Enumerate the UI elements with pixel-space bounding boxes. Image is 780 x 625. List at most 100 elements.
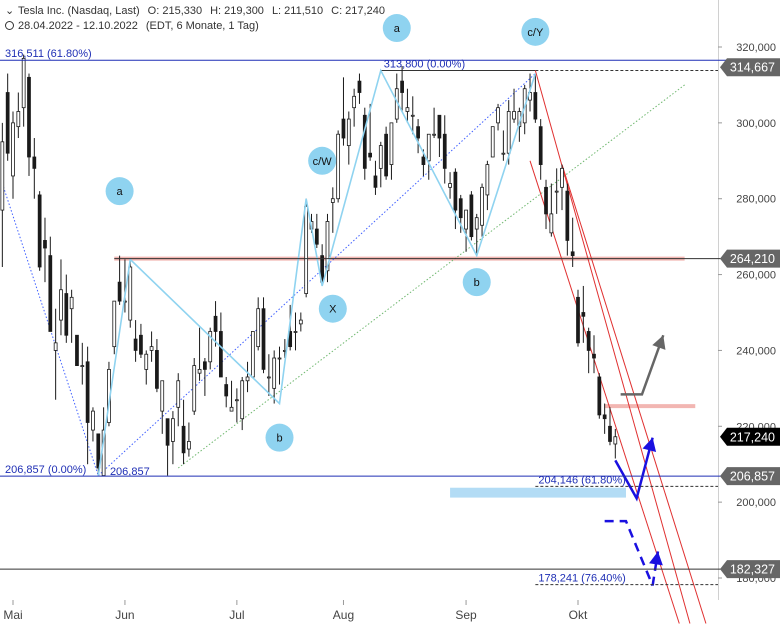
candle-body xyxy=(586,331,591,351)
candle-body xyxy=(538,126,543,165)
candle-body xyxy=(245,376,250,382)
x-tick-label: Sep xyxy=(455,608,477,622)
candle-body xyxy=(490,126,495,158)
candle-body xyxy=(160,380,165,412)
candle-body xyxy=(21,57,26,109)
wave-label-circle xyxy=(318,294,347,323)
x-tick-label: Aug xyxy=(333,608,354,622)
candle-body xyxy=(256,308,261,348)
wave-label-circle xyxy=(265,423,294,452)
x-tick-label: Mai xyxy=(3,608,22,622)
y-tick-label: 260,000 xyxy=(736,270,776,282)
candle-body xyxy=(37,194,42,268)
plot-area: a b c/W Xa b c/Y xyxy=(0,14,718,624)
low-value: L: 211,510 xyxy=(271,5,324,17)
candle-body xyxy=(554,190,559,193)
candle-body xyxy=(389,122,394,165)
scenario-path xyxy=(614,437,654,502)
candle-body xyxy=(448,183,452,188)
trend-line xyxy=(177,84,685,469)
candle-body xyxy=(442,133,447,169)
candle-body xyxy=(357,80,362,93)
candle-body xyxy=(565,190,570,241)
open-value: O: 215,330 xyxy=(147,5,203,17)
candle-body xyxy=(496,107,500,124)
y-tick-label: 300,000 xyxy=(736,118,776,130)
candle-body xyxy=(304,205,309,294)
candle-body xyxy=(27,76,31,158)
wave-label-text: X xyxy=(329,304,337,316)
price-tag-label: 217,240 xyxy=(730,430,775,444)
level-start-label: 206,857 xyxy=(110,466,150,478)
wave-label-circle xyxy=(308,146,337,175)
wave-label-text: a xyxy=(394,23,401,35)
candle-body xyxy=(181,425,186,454)
candle-body xyxy=(480,186,484,226)
level-label: 316,511 (61.80%) xyxy=(5,48,92,60)
trend-line xyxy=(1,183,99,476)
candle-body xyxy=(469,194,474,238)
candle-body xyxy=(544,186,548,215)
candle-body xyxy=(240,380,245,420)
wave-label-text: c/Y xyxy=(527,27,544,39)
candle-body xyxy=(373,175,378,188)
date-range: 28.04.2022 - 12.10.2022 xyxy=(18,20,138,32)
candle-body xyxy=(112,300,117,348)
candle-body xyxy=(533,92,538,120)
candle-body xyxy=(75,334,79,366)
candle-body xyxy=(165,418,170,446)
candle-body xyxy=(85,361,90,423)
chevron-down-icon[interactable]: ⌄ xyxy=(5,5,15,17)
candle-body xyxy=(261,308,266,370)
candle-body xyxy=(602,414,607,420)
candle-body xyxy=(421,156,426,165)
price-tag-label: 182,327 xyxy=(730,563,775,577)
candle-body xyxy=(410,114,415,117)
wave-path xyxy=(97,68,537,476)
wave-label-text: a xyxy=(117,186,124,198)
price-tag-label: 264,210 xyxy=(730,252,775,266)
candle-body xyxy=(576,296,580,344)
candle-body xyxy=(464,209,468,230)
y-tick-label: 200,000 xyxy=(736,497,776,509)
candle-body xyxy=(64,293,69,336)
candle-body xyxy=(416,126,420,139)
candle-body xyxy=(250,331,255,378)
wave-label-circle xyxy=(382,14,411,43)
price-tag-label: 314,667 xyxy=(730,61,775,75)
x-tick-label: Okt xyxy=(569,608,588,622)
wave-label-circle xyxy=(462,268,491,297)
date-row: 28.04.2022 - 12.10.2022 (EDT, 6 Monate, 1… xyxy=(5,20,267,32)
target-zone xyxy=(450,487,626,498)
candle-body xyxy=(506,111,511,154)
candle-body xyxy=(570,251,575,257)
candle-body xyxy=(474,217,479,230)
candle-body xyxy=(213,315,218,332)
candle-body xyxy=(16,111,21,128)
candle-body xyxy=(272,357,277,389)
candle-body xyxy=(485,164,490,196)
scenario-path xyxy=(620,334,665,396)
candle-body xyxy=(53,342,58,351)
candle-body xyxy=(266,376,271,379)
candle-body xyxy=(549,213,554,234)
price-tag xyxy=(720,58,780,77)
candle-body xyxy=(352,95,356,109)
candle-body xyxy=(592,353,596,359)
candle-body xyxy=(117,281,122,302)
channel-line xyxy=(534,70,691,624)
y-tick-label: 240,000 xyxy=(736,345,776,357)
price-tag xyxy=(720,560,780,579)
candle-body xyxy=(293,331,298,333)
candle-body xyxy=(11,122,15,177)
candle-body xyxy=(368,152,372,158)
candle-body xyxy=(330,198,335,203)
candle-body xyxy=(277,357,282,360)
candle-body xyxy=(43,240,47,249)
close-value: C: 217,240 xyxy=(331,5,385,17)
candle-body xyxy=(96,433,101,469)
candle-body xyxy=(235,399,239,402)
candle-body xyxy=(437,114,442,139)
scenario-path xyxy=(651,551,660,586)
